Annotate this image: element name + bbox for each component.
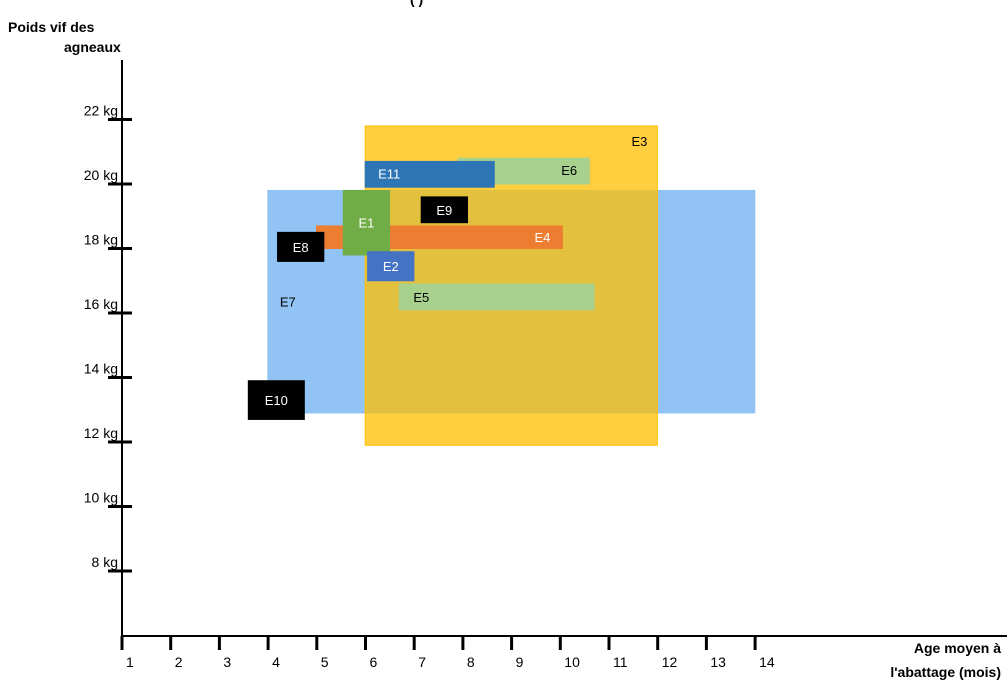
box-e5: E5 [398,283,595,311]
box-label-e11: E11 [378,166,400,181]
x-tick: 9 [510,636,524,670]
box-label-e2: E2 [383,259,399,274]
x-tick: 3 [217,636,231,670]
x-tick: 1 [120,636,134,670]
y-tick-label: 18 kg [84,232,118,248]
box-rect-e5 [398,283,595,311]
box-rect-e1 [342,189,391,256]
x-tick-label: 13 [710,654,726,670]
box-rect-e9 [420,196,468,224]
y-tick: 14 kg [84,361,132,379]
box-label-e6: E6 [561,163,577,178]
x-tick: 4 [266,636,280,670]
x-axis-label-line1: Age moyen à [914,640,1001,656]
x-tick-label: 9 [516,654,524,670]
box-e2: E2 [367,251,415,282]
y-tick: 12 kg [84,425,132,444]
x-tick: 13 [704,636,726,670]
x-tick-label: 10 [564,654,580,670]
x-ticks: 1 2 3 4 5 6 7 8 9 10 11 12 13 14 [120,636,775,670]
x-tick-label: 1 [126,654,134,670]
x-tick-label: 7 [418,654,426,670]
x-tick-label: 12 [662,654,678,670]
y-tick: 20 kg [84,167,132,186]
x-tick: 11 [607,636,628,670]
y-ticks: 8 kg 10 kg 12 kg 14 kg 16 kg 18 kg 20 kg 22 kg [84,103,132,573]
x-axis-label-line2: l'abattage (mois) [890,664,1001,680]
box-label-e4: E4 [534,230,550,245]
box-label-e8: E8 [293,240,309,255]
y-tick-label: 16 kg [84,296,118,312]
y-axis-label-line2: agneaux [64,39,121,55]
x-tick: 5 [315,636,329,670]
x-tick: 7 [412,636,426,670]
y-tick-label: 20 kg [84,167,118,183]
box-rect-e8 [277,231,325,262]
range-boxes: E7 E3 E6 E11 E4 E1 E2 E5 E9 E8 E10 [247,125,756,446]
x-tick-label: 6 [370,654,378,670]
x-tick-label: 5 [321,654,329,670]
box-label-e7: E7 [280,294,296,309]
y-tick-label: 12 kg [84,425,118,441]
x-tick-label: 11 [613,654,628,670]
x-tick-label: 8 [467,654,475,670]
box-label-e3: E3 [631,134,647,149]
x-tick: 8 [461,636,475,670]
x-tick: 14 [753,636,775,670]
x-tick: 12 [656,636,678,670]
y-tick-label: 10 kg [84,490,118,506]
box-rect-e11 [364,160,495,188]
y-tick: 18 kg [84,232,132,250]
y-tick: 16 kg [84,296,132,315]
box-e1: E1 [342,189,391,256]
box-e10: E10 [247,380,305,420]
y-axis-label-line1: Poids vif des [8,19,95,35]
y-tick-label: 22 kg [84,103,118,119]
box-label-e9: E9 [436,203,452,218]
x-tick-label: 3 [223,654,231,670]
y-tick-label: 14 kg [84,361,118,377]
chart-title: ( ) [410,0,423,7]
x-tick-label: 14 [759,654,775,670]
y-tick: 10 kg [84,490,132,508]
x-tick: 6 [364,636,378,670]
x-tick: 10 [558,636,580,670]
box-label-e10: E10 [265,393,288,408]
box-rect-e2 [367,251,415,282]
y-tick: 8 kg [92,554,132,573]
box-rect-e10 [247,380,305,420]
y-tick-label: 8 kg [92,554,118,570]
y-tick: 22 kg [84,103,132,121]
x-tick-label: 4 [272,654,280,670]
x-tick-label: 2 [175,654,183,670]
box-e9: E9 [420,196,468,224]
x-tick: 2 [169,636,183,670]
box-label-e5: E5 [413,290,429,305]
box-e11: E11 [364,160,495,188]
box-e8: E8 [277,231,325,262]
box-label-e1: E1 [358,216,374,231]
